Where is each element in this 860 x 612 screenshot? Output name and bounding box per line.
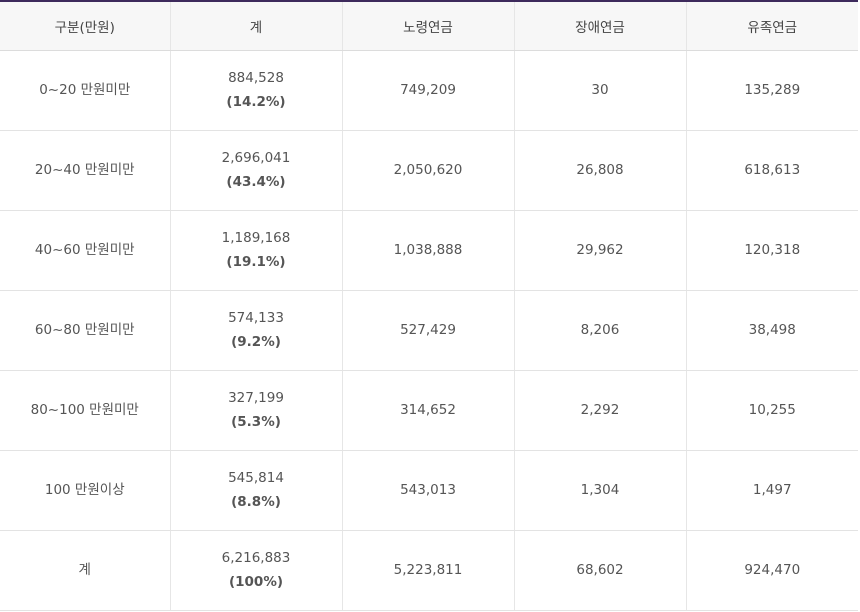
cell-category: 계	[0, 530, 171, 611]
cell-survivor: 120,318	[686, 210, 858, 291]
total-percent: (14.2%)	[226, 94, 286, 110]
cell-disability: 30	[514, 50, 687, 131]
total-value: 2,696,041	[221, 150, 291, 166]
table-row: 20~40 만원미만 2,696,041 (43.4%) 2,050,620 26…	[0, 130, 858, 211]
total-value: 327,199	[228, 390, 284, 406]
table-row: 40~60 만원미만 1,189,168 (19.1%) 1,038,888 29…	[0, 210, 858, 291]
total-value: 884,528	[228, 70, 284, 86]
cell-survivor: 38,498	[686, 290, 858, 371]
table-row-total: 계 6,216,883 (100%) 5,223,811 68,602 924,4…	[0, 530, 858, 611]
table-row: 80~100 만원미만 327,199 (5.3%) 314,652 2,292 …	[0, 370, 858, 451]
cell-category: 0~20 만원미만	[0, 50, 171, 131]
header-old-age-pension: 노령연금	[342, 2, 515, 51]
cell-old-age: 5,223,811	[342, 530, 515, 611]
total-percent: (8.8%)	[231, 494, 281, 510]
cell-old-age: 2,050,620	[342, 130, 515, 211]
cell-survivor: 10,255	[686, 370, 858, 451]
cell-total: 327,199 (5.3%)	[170, 370, 343, 451]
cell-survivor: 924,470	[686, 530, 858, 611]
header-total: 계	[170, 2, 343, 51]
cell-category: 60~80 만원미만	[0, 290, 171, 371]
table-row: 100 만원이상 545,814 (8.8%) 543,013 1,304 1,4…	[0, 450, 858, 531]
total-percent: (19.1%)	[226, 254, 286, 270]
total-percent: (5.3%)	[231, 414, 281, 430]
total-value: 1,189,168	[221, 230, 291, 246]
cell-total: 574,133 (9.2%)	[170, 290, 343, 371]
cell-survivor: 135,289	[686, 50, 858, 131]
header-disability-pension: 장애연금	[514, 2, 687, 51]
header-row: 구분(만원) 계 노령연금 장애연금 유족연금	[0, 2, 858, 51]
total-value: 574,133	[228, 310, 284, 326]
cell-old-age: 314,652	[342, 370, 515, 451]
table-body: 0~20 만원미만 884,528 (14.2%) 749,209 30 135,…	[0, 50, 858, 611]
cell-disability: 29,962	[514, 210, 687, 291]
cell-disability: 2,292	[514, 370, 687, 451]
cell-disability: 26,808	[514, 130, 687, 211]
cell-category: 80~100 만원미만	[0, 370, 171, 451]
cell-total: 545,814 (8.8%)	[170, 450, 343, 531]
cell-total: 6,216,883 (100%)	[170, 530, 343, 611]
cell-survivor: 618,613	[686, 130, 858, 211]
header-category: 구분(만원)	[0, 2, 171, 51]
total-percent: (43.4%)	[226, 174, 286, 190]
cell-old-age: 1,038,888	[342, 210, 515, 291]
total-value: 6,216,883	[221, 550, 291, 566]
total-percent: (9.2%)	[231, 334, 281, 350]
cell-disability: 1,304	[514, 450, 687, 531]
total-percent: (100%)	[228, 574, 284, 590]
header-survivor-pension: 유족연금	[686, 2, 858, 51]
cell-disability: 8,206	[514, 290, 687, 371]
cell-category: 100 만원이상	[0, 450, 171, 531]
cell-old-age: 749,209	[342, 50, 515, 131]
cell-total: 1,189,168 (19.1%)	[170, 210, 343, 291]
cell-old-age: 543,013	[342, 450, 515, 531]
cell-category: 20~40 만원미만	[0, 130, 171, 211]
cell-total: 2,696,041 (43.4%)	[170, 130, 343, 211]
cell-old-age: 527,429	[342, 290, 515, 371]
table-row: 60~80 만원미만 574,133 (9.2%) 527,429 8,206 3…	[0, 290, 858, 371]
cell-disability: 68,602	[514, 530, 687, 611]
cell-total: 884,528 (14.2%)	[170, 50, 343, 131]
table-row: 0~20 만원미만 884,528 (14.2%) 749,209 30 135,…	[0, 50, 858, 131]
cell-survivor: 1,497	[686, 450, 858, 531]
total-value: 545,814	[228, 470, 284, 486]
cell-category: 40~60 만원미만	[0, 210, 171, 291]
table-header: 구분(만원) 계 노령연금 장애연금 유족연금	[0, 2, 858, 51]
